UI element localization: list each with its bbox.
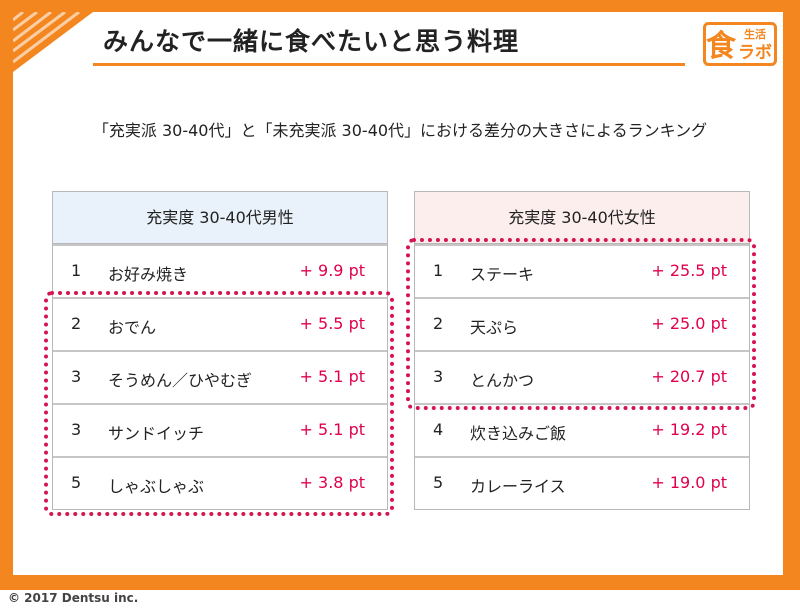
subtitle: 「充実派 30-40代」と「未充実派 30-40代」における差分の大きさによるラ… [92, 121, 708, 140]
table-row: 2 天ぷら + 25.0 pt [415, 297, 749, 350]
dish-name: サンドイッチ [108, 424, 205, 443]
diff-value: + 19.0 pt [651, 473, 727, 492]
diff-value: + 9.9 pt [299, 261, 365, 280]
rank-number: 4 [433, 420, 444, 439]
diff-value: + 20.7 pt [651, 367, 727, 386]
corner-stripes-decoration [13, 12, 93, 72]
logo-main-char: 食 [706, 29, 737, 64]
diff-value: + 5.1 pt [299, 367, 365, 386]
copyright-text: © 2017 Dentsu inc. [8, 591, 139, 605]
title-underline [93, 63, 685, 66]
diff-value: + 5.1 pt [299, 420, 365, 439]
dish-name: しゃぶしゃぶ [108, 477, 205, 496]
dish-name: とんかつ [470, 371, 535, 390]
dish-name: そうめん／ひやむぎ [108, 371, 253, 390]
rank-number: 5 [433, 473, 444, 492]
table-row: 4 炊き込みご飯 + 19.2 pt [415, 403, 749, 456]
table-row: 3 サンドイッチ + 5.1 pt [53, 403, 387, 456]
rank-number: 3 [433, 367, 444, 386]
rank-number: 1 [433, 261, 444, 280]
dish-name: おでん [108, 318, 157, 337]
rank-number: 1 [71, 261, 82, 280]
table-row: 3 そうめん／ひやむぎ + 5.1 pt [53, 350, 387, 403]
rank-number: 3 [71, 367, 82, 386]
rank-number: 5 [71, 473, 82, 492]
male-highlight-box [44, 291, 394, 516]
dish-name: 炊き込みご飯 [470, 424, 567, 443]
diff-value: + 3.8 pt [299, 473, 365, 492]
male-table-header: 充実度 30-40代男性 [53, 192, 387, 244]
page-title: みんなで一緒に食べたいと思う料理 [103, 27, 520, 56]
rank-number: 3 [71, 420, 82, 439]
dish-name: 天ぷら [470, 318, 519, 337]
shokuseikatsu-lab-logo: 食 生活 ラボ [703, 22, 777, 66]
rank-number: 2 [433, 314, 444, 333]
female-table-header: 充実度 30-40代女性 [415, 192, 749, 244]
female-ranking-table: 充実度 30-40代女性 1 ステーキ + 25.5 pt 2 天ぷら + 25… [414, 191, 750, 510]
dish-name: ステーキ [470, 265, 535, 284]
female-highlight-box [406, 238, 756, 410]
diff-value: + 19.2 pt [651, 420, 727, 439]
table-row: 5 しゃぶしゃぶ + 3.8 pt [53, 456, 387, 509]
logo-kana-text: ラボ [738, 43, 772, 63]
dish-name: カレーライス [470, 477, 566, 496]
diff-value: + 25.0 pt [651, 314, 727, 333]
logo-small-text: 生活 [744, 27, 766, 41]
table-row: 3 とんかつ + 20.7 pt [415, 350, 749, 403]
table-row: 1 お好み焼き + 9.9 pt [53, 244, 387, 297]
table-row: 5 カレーライス + 19.0 pt [415, 456, 749, 509]
male-ranking-table: 充実度 30-40代男性 1 お好み焼き + 9.9 pt 2 おでん + 5.… [52, 191, 388, 510]
dish-name: お好み焼き [108, 265, 189, 284]
table-row: 2 おでん + 5.5 pt [53, 297, 387, 350]
rank-number: 2 [71, 314, 82, 333]
diff-value: + 25.5 pt [651, 261, 727, 280]
table-row: 1 ステーキ + 25.5 pt [415, 244, 749, 297]
diff-value: + 5.5 pt [299, 314, 365, 333]
